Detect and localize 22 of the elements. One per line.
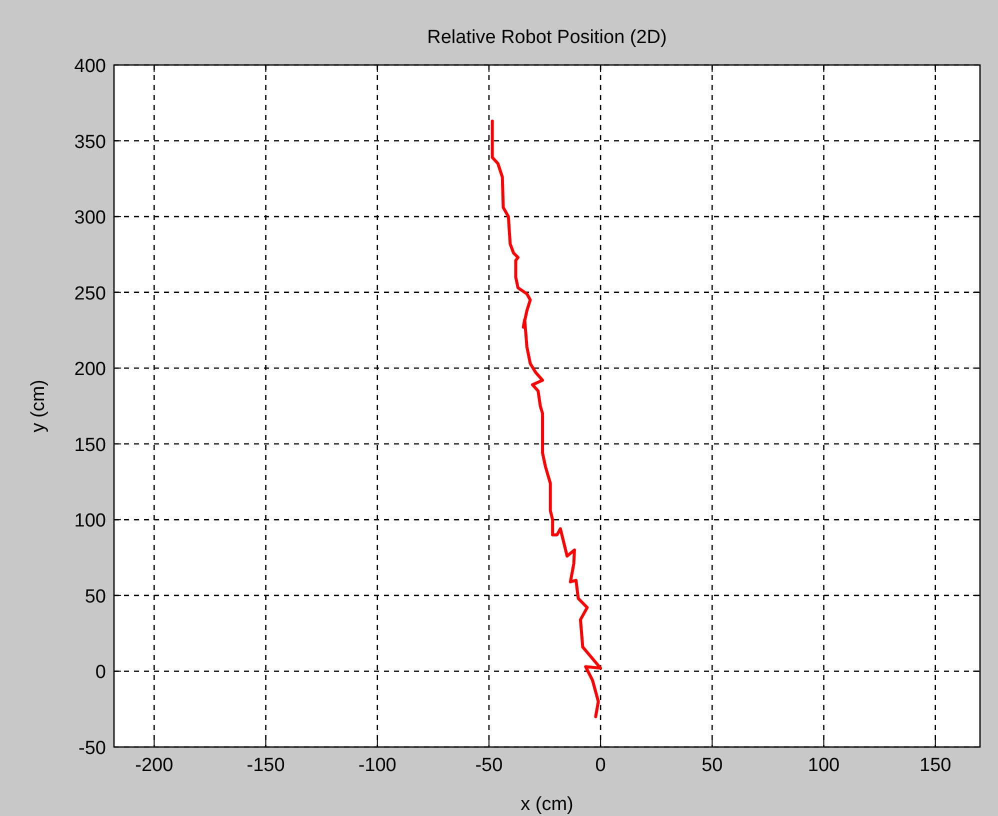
x-tick-label: 150: [920, 755, 952, 776]
x-tick-label: -150: [246, 755, 285, 776]
x-tick-label: 50: [702, 755, 723, 776]
y-tick-label: 250: [74, 283, 106, 304]
y-tick-label: 350: [74, 132, 106, 153]
y-tick-label: 100: [74, 510, 106, 532]
x-tick-label: 0: [595, 755, 606, 776]
x-axis-title: x (cm): [520, 794, 574, 815]
y-tick-label: 0: [95, 662, 106, 684]
y-tick-label: 400: [74, 56, 106, 77]
x-tick-label: -200: [135, 755, 174, 776]
line-series: [490, 120, 602, 718]
x-tick-label: -50: [475, 755, 503, 776]
chart-title: Relative Robot Position (2D): [427, 27, 667, 48]
y-tick-label: 300: [74, 208, 106, 229]
y-tick-label: -50: [78, 738, 106, 759]
y-tick-label: 50: [84, 586, 106, 608]
y-tick-label: 200: [74, 359, 106, 380]
y-axis-title: y (cm): [28, 380, 49, 432]
x-tick-label: -100: [358, 755, 396, 776]
y-tick-label: 150: [74, 434, 106, 456]
x-tick-label: 100: [808, 755, 840, 776]
